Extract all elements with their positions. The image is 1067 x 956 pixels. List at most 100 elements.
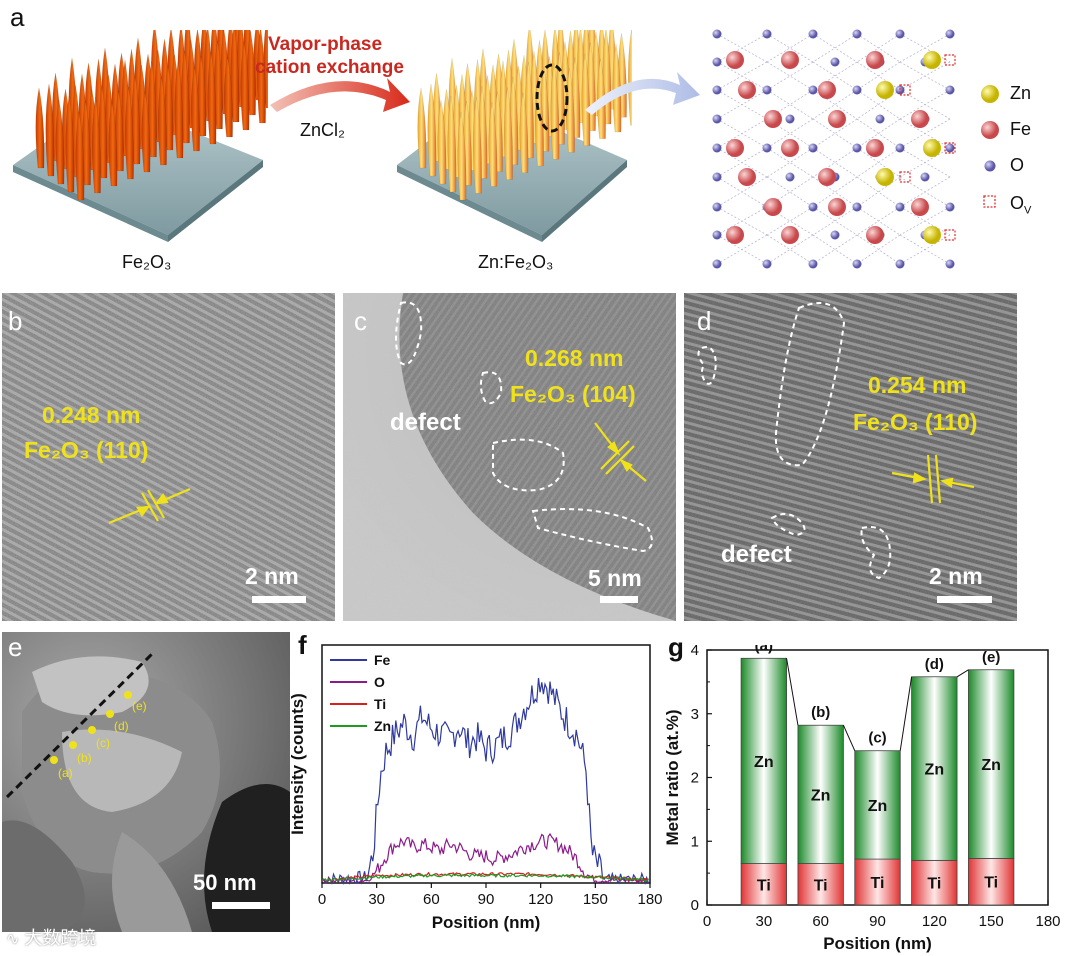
bond xyxy=(812,33,858,63)
line-chart-f: 0 30 60 90 120 150 180 Fe O Ti Zn Position (nm) Inte… xyxy=(288,644,663,932)
stem-image-e xyxy=(2,632,290,932)
oxygen-vacancy xyxy=(944,54,956,66)
bar-ti-label-2: Ti xyxy=(871,875,885,892)
oxygen-atom xyxy=(945,143,955,153)
bond xyxy=(812,234,858,265)
bond xyxy=(812,61,858,91)
panel-d-spacing: 0.254 nm xyxy=(868,372,967,398)
bond xyxy=(899,61,951,91)
oxygen-atom xyxy=(712,29,722,39)
bond xyxy=(766,234,814,265)
panel-a-label: a xyxy=(10,2,25,32)
oxygen-atom xyxy=(712,202,722,212)
zinc-atom xyxy=(923,226,941,244)
y-tick-label: 0 xyxy=(691,897,699,914)
bond xyxy=(716,118,768,149)
oxygen-atom xyxy=(945,259,955,269)
legend-o-label: O xyxy=(1010,155,1025,175)
panel-e-label: e xyxy=(8,632,23,662)
oxygen-atom xyxy=(808,29,818,39)
nanorod xyxy=(417,87,427,169)
legend-fe-label: Fe xyxy=(1010,119,1032,139)
oxygen-atom xyxy=(808,202,818,212)
bar-ti-label-4: Ti xyxy=(984,875,998,892)
connector-line xyxy=(786,658,799,726)
x-tick-label: 180 xyxy=(1035,913,1060,930)
oxygen-atom xyxy=(945,202,955,212)
bar-chart-g: 0 30 60 90 120 150 180 0 1 2 3 4 Zn Ti (a) Zn Ti (b) Zn Ti (… xyxy=(663,645,1061,953)
oxygen-atom xyxy=(712,85,722,95)
panel-b-spacing: 0.248 nm xyxy=(42,402,141,428)
oxygen-vacancy xyxy=(899,171,911,183)
nanorod xyxy=(437,99,447,185)
oxygen-atom xyxy=(920,172,930,182)
nanorod xyxy=(125,86,134,180)
tem-image-c xyxy=(343,293,676,621)
bar-category-label-2: (c) xyxy=(868,730,886,747)
scale-bar-b xyxy=(252,596,306,603)
legend-ov-label: OV xyxy=(1010,193,1032,217)
bar-category-label-3: (d) xyxy=(925,656,944,673)
bar-category-label-4: (e) xyxy=(982,649,1000,666)
oxygen-atom xyxy=(852,259,862,269)
panel-g-label: g xyxy=(668,632,684,662)
bond xyxy=(812,206,858,236)
zinc-atom xyxy=(923,51,941,69)
bond xyxy=(812,176,858,208)
legend-label-fe: Fe xyxy=(374,652,391,668)
x-tick-label: 60 xyxy=(812,913,829,930)
panel-b-label: b xyxy=(8,306,23,336)
iron-atom xyxy=(738,81,756,99)
nanorod xyxy=(65,95,75,193)
bond xyxy=(766,61,814,91)
panel-c-plane: Fe₂O₃ (104) xyxy=(510,381,636,407)
oxygen-atom xyxy=(712,172,722,182)
point-b: (b) xyxy=(77,751,92,765)
watermark: ∿ 大数跨境 xyxy=(6,924,96,950)
nanorod xyxy=(550,63,560,160)
oxygen-atom xyxy=(785,172,795,182)
nanorod xyxy=(92,96,101,194)
bond xyxy=(716,234,768,265)
connector-line xyxy=(842,725,856,751)
oxygen-atom xyxy=(785,114,795,124)
iron-atom xyxy=(911,198,929,216)
bond xyxy=(812,89,858,120)
legend-fe-icon xyxy=(981,121,999,139)
bar-zn-2 xyxy=(854,750,901,860)
oxygen-atom xyxy=(808,259,818,269)
scale-bar-e xyxy=(212,902,270,909)
panel-c-scale: 5 nm xyxy=(588,565,642,591)
bond xyxy=(716,176,768,208)
bond xyxy=(716,206,768,236)
iron-atom xyxy=(726,226,744,244)
bar-ti-1 xyxy=(797,863,844,906)
bar-zn-3 xyxy=(911,676,958,861)
nanorod xyxy=(535,77,544,167)
bond xyxy=(766,33,814,63)
arrow-title-line1: Vapor-phase xyxy=(268,34,383,55)
bond xyxy=(856,176,901,208)
zinc-atom xyxy=(876,81,894,99)
nanorod xyxy=(191,66,200,152)
oxygen-atom xyxy=(852,143,862,153)
x-tick-label: 120 xyxy=(528,891,553,908)
bond xyxy=(899,89,951,120)
bar-ti-3 xyxy=(911,859,958,906)
arrow-title-line2: cation exchange xyxy=(255,57,404,78)
iron-atom xyxy=(866,51,884,69)
reagent-label: ZnCl₂ xyxy=(300,120,345,140)
iron-atom xyxy=(738,168,756,186)
nanorod xyxy=(257,30,266,124)
panel-c-spacing: 0.268 nm xyxy=(525,345,624,371)
x-tick-label: 0 xyxy=(318,891,326,908)
y-axis-label: Metal ratio (at.%) xyxy=(663,709,682,845)
oxygen-atom xyxy=(945,29,955,39)
oxygen-atom xyxy=(762,85,772,95)
bond xyxy=(856,118,901,149)
panel-f-label: f xyxy=(298,630,307,660)
bar-zn-label-2: Zn xyxy=(868,798,888,815)
iron-atom xyxy=(764,110,782,128)
iron-atom xyxy=(818,81,836,99)
oxygen-atom xyxy=(830,230,840,240)
